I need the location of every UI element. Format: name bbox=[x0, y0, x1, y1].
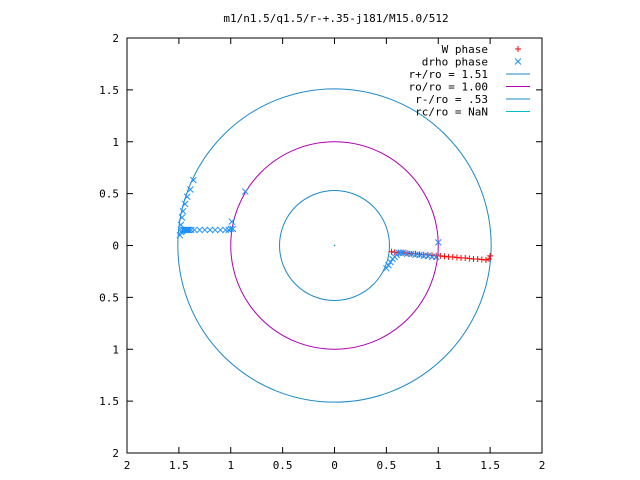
x-axis: 2 1.5 1 0.5 0 0.5 1 1.5 2 bbox=[124, 38, 546, 472]
legend-label: rc/ro = NaN bbox=[415, 106, 488, 119]
drho-phase-point bbox=[211, 226, 219, 234]
y-axis: 2 1.5 1 0.5 0 0.5 1 1.5 2 bbox=[99, 32, 542, 460]
y-tick-label: 2 bbox=[112, 447, 119, 460]
y-tick-label: 1 bbox=[112, 343, 119, 356]
drho-phase-point bbox=[181, 200, 189, 208]
legend-label: W phase bbox=[442, 43, 488, 56]
drho-phase-point bbox=[177, 221, 185, 229]
drho-phase-point bbox=[191, 226, 198, 234]
x-tick-label: 2 bbox=[539, 459, 546, 472]
drho-phase-point bbox=[424, 252, 432, 260]
drho-phase-point bbox=[185, 226, 193, 234]
w-phase-point bbox=[487, 252, 494, 259]
drho-phase-point bbox=[217, 226, 224, 234]
x-tick-label: 1.5 bbox=[480, 459, 500, 472]
legend-label: r+/ro = 1.51 bbox=[409, 68, 488, 81]
legend-label: drho phase bbox=[422, 56, 488, 69]
series-circle bbox=[177, 88, 492, 403]
y-tick-label: 1 bbox=[112, 136, 119, 149]
x-tick-label: 1 bbox=[435, 459, 442, 472]
series-circle bbox=[279, 190, 390, 301]
x-tick-label: 1.5 bbox=[169, 459, 189, 472]
drho-phase-point bbox=[186, 186, 194, 193]
drho-phase-point bbox=[399, 249, 407, 257]
x-tick-label: 0 bbox=[331, 459, 338, 472]
drho-phase-point bbox=[201, 226, 209, 234]
drho-phase-point bbox=[190, 176, 197, 184]
legend-marker bbox=[514, 58, 522, 65]
drho-phase-point bbox=[383, 264, 390, 272]
drho-phase-point bbox=[196, 226, 203, 234]
w-phase-point bbox=[449, 253, 456, 260]
points-layer bbox=[176, 176, 494, 272]
y-tick-label: 0.5 bbox=[99, 291, 119, 304]
center-point bbox=[333, 244, 336, 247]
drho-phase-point bbox=[184, 226, 192, 234]
drho-phase-point bbox=[227, 225, 235, 233]
drho-phase-point bbox=[228, 218, 236, 225]
drho-phase-point bbox=[241, 188, 249, 195]
w-phase-point bbox=[486, 255, 493, 262]
x-tick-label: 1 bbox=[227, 459, 234, 472]
w-phase-point bbox=[482, 257, 489, 264]
drho-phase-point bbox=[434, 239, 442, 246]
x-tick-label: 0.5 bbox=[376, 459, 396, 472]
drho-phase-point bbox=[432, 253, 440, 261]
w-phase-point bbox=[453, 254, 460, 261]
drho-phase-point bbox=[176, 231, 184, 239]
legend-marker bbox=[515, 46, 521, 52]
drho-phase-point bbox=[182, 226, 190, 234]
drho-phase-point bbox=[229, 225, 237, 233]
w-phase-point bbox=[474, 255, 481, 262]
drho-phase-point bbox=[407, 250, 415, 258]
drho-phase-point bbox=[225, 226, 233, 234]
w-phase-point bbox=[478, 256, 485, 263]
series-circle bbox=[230, 141, 439, 350]
drho-phase-point bbox=[183, 193, 191, 201]
x-tick-label: 2 bbox=[124, 459, 131, 472]
drho-phase-point bbox=[222, 226, 229, 234]
y-tick-label: 1.5 bbox=[99, 395, 119, 408]
drho-phase-point bbox=[187, 226, 195, 234]
y-tick-label: 0.5 bbox=[99, 188, 119, 201]
w-phase-point bbox=[466, 255, 473, 262]
y-tick-label: 2 bbox=[112, 32, 119, 45]
w-phase-point bbox=[462, 254, 469, 261]
drho-phase-point bbox=[179, 207, 187, 215]
drho-phase-point bbox=[397, 249, 405, 257]
drho-phase-point bbox=[385, 261, 392, 269]
w-phase-point bbox=[441, 253, 448, 260]
legend-label: ro/ro = 1.00 bbox=[409, 81, 488, 94]
chart-title: m1/n1.5/q1.5/r-+.35-j181/M15.0/512 bbox=[223, 12, 448, 25]
drho-phase-point bbox=[178, 214, 186, 221]
w-phase-point bbox=[412, 250, 419, 257]
circles-layer bbox=[177, 88, 492, 403]
drho-phase-point bbox=[206, 226, 214, 234]
w-phase-point bbox=[388, 248, 395, 255]
y-tick-label: 0 bbox=[112, 240, 119, 253]
x-tick-label: 0.5 bbox=[273, 459, 293, 472]
drho-phase-point bbox=[416, 251, 423, 259]
y-tick-label: 1.5 bbox=[99, 84, 119, 97]
w-phase-point bbox=[437, 252, 444, 259]
legend-label: r-/ro = .53 bbox=[415, 93, 488, 106]
drho-phase-point bbox=[387, 258, 394, 266]
